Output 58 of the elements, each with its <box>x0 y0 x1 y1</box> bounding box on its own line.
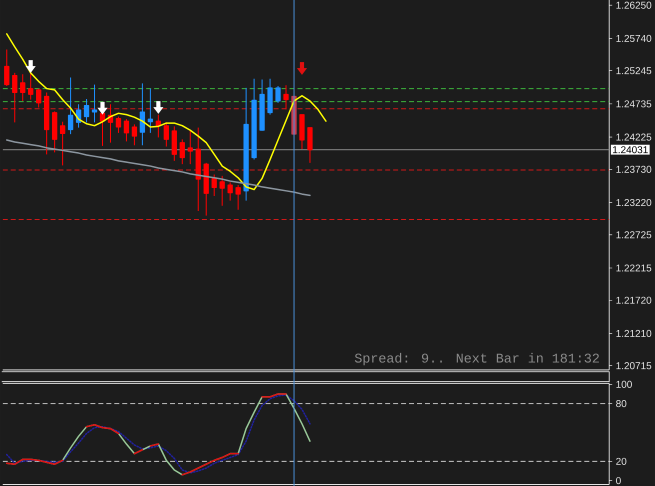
candlestick <box>132 124 138 146</box>
ref-line-label: 1.24031 <box>613 146 648 154</box>
y-tick-label: 1.23730 <box>616 166 652 173</box>
y-tick-label: 1.21720 <box>616 296 652 304</box>
y-tick-label: 1.24225 <box>616 134 652 141</box>
candlestick <box>307 127 313 164</box>
candlestick <box>116 116 122 134</box>
y-tick-label: 1.20715 <box>616 362 652 370</box>
candlestick <box>164 122 169 148</box>
candlestick <box>188 129 193 165</box>
point <box>98 102 108 114</box>
line-series <box>6 33 327 190</box>
point <box>26 60 36 73</box>
candlestick <box>60 121 66 166</box>
candlestick <box>68 77 74 135</box>
candlestick <box>299 114 305 150</box>
candlestick <box>156 114 162 138</box>
y-tick-label: 0 <box>616 477 621 484</box>
candlestick <box>84 98 90 123</box>
y-tick-label: 1.22215 <box>616 264 652 272</box>
candlestick <box>92 84 98 123</box>
candlestick <box>275 85 281 104</box>
candlestick <box>212 174 217 197</box>
candlestick <box>140 82 146 146</box>
candlestick <box>148 88 154 134</box>
y-tick-label: 1.25740 <box>616 34 652 42</box>
y-tick-label: 1.24735 <box>616 100 652 108</box>
candlestick <box>12 72 18 123</box>
candlestick <box>196 127 201 212</box>
candlestick <box>228 182 233 202</box>
y-tick-label: 1.22725 <box>616 231 652 238</box>
candlestick <box>4 49 10 86</box>
candlestick <box>243 87 249 202</box>
candlestick <box>172 126 177 162</box>
candlestick <box>259 78 265 132</box>
candlestick <box>180 138 185 165</box>
candlestick <box>251 78 257 160</box>
candlestick <box>220 175 225 206</box>
candlestick <box>124 118 130 142</box>
annotation: Spread: 9.. Next Bar in 181:32 <box>354 352 599 366</box>
candlestick <box>20 74 26 102</box>
candlestick <box>267 78 273 116</box>
y-tick-label: 80 <box>616 400 626 408</box>
candlestick <box>204 162 209 216</box>
y-tick-label: 100 <box>616 380 632 388</box>
y-tick-label: 1.25245 <box>616 67 652 74</box>
point <box>297 62 307 75</box>
y-tick-label: 1.21210 <box>616 330 652 338</box>
y-tick-label: 20 <box>616 458 626 465</box>
y-tick-label: 1.23220 <box>616 199 652 206</box>
candlestick <box>235 184 241 210</box>
candlestick <box>283 84 289 110</box>
point <box>154 101 164 114</box>
candlestick <box>28 72 34 100</box>
candlestick <box>52 110 58 153</box>
y-tick-label: 1.26250 <box>616 2 652 9</box>
candlestick <box>44 92 50 155</box>
candlestick <box>36 88 42 108</box>
